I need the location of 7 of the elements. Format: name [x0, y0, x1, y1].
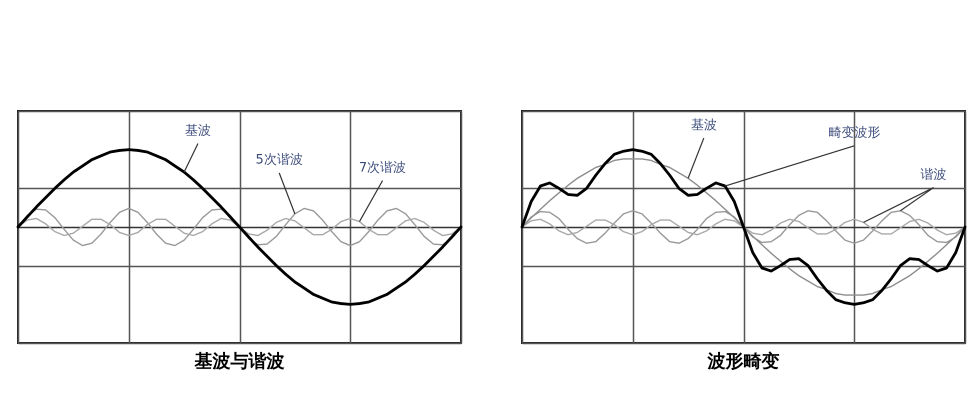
- text: 基波与谐波: [194, 351, 284, 372]
- text: 5次谐波: [256, 152, 303, 168]
- text: 波形畸变: [706, 351, 780, 372]
- text: 基波: [184, 123, 211, 138]
- text: 基波: [690, 118, 717, 133]
- text: 7次谐波: [358, 160, 406, 176]
- text: 谐波: [920, 167, 947, 182]
